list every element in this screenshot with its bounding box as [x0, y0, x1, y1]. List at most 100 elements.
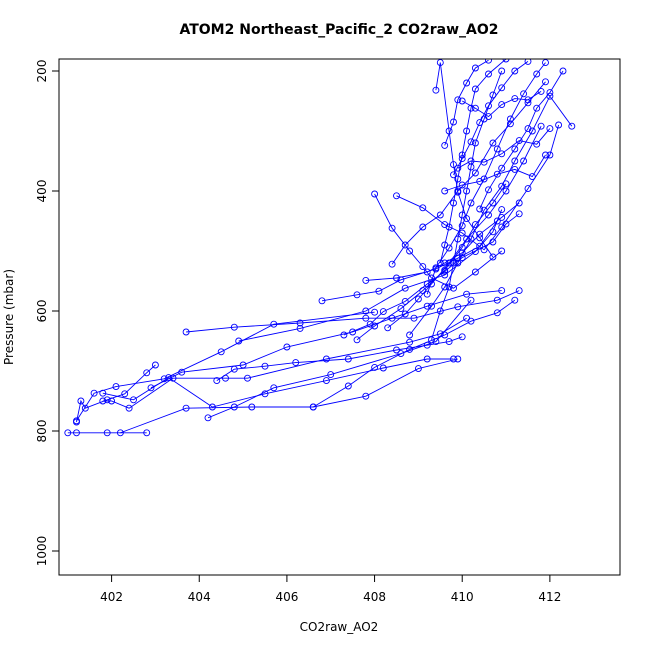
data-point [182, 328, 190, 336]
data-point [130, 396, 137, 404]
profile-series-17 [371, 190, 506, 292]
data-point [450, 118, 457, 126]
data-point [450, 284, 457, 292]
data-point [432, 264, 440, 272]
data-point [533, 140, 541, 148]
data-point [292, 359, 300, 367]
data-point [371, 363, 379, 371]
x-axis: 402 404 406 408 410 412 [100, 574, 561, 604]
data-point [502, 59, 510, 63]
data-point [401, 241, 409, 249]
data-point [485, 186, 492, 194]
data-point [511, 165, 519, 173]
series-line [396, 124, 560, 251]
data-point [537, 122, 545, 130]
data-point [393, 192, 400, 200]
data-point [528, 173, 536, 181]
data-point [414, 295, 422, 303]
data-point [362, 276, 370, 284]
data-point [296, 324, 304, 332]
data-point [476, 119, 484, 127]
data-point [388, 260, 396, 268]
data-point [463, 215, 471, 223]
profile-series-31 [441, 151, 549, 195]
data-point [506, 120, 514, 128]
y-tick-label: 800 [35, 420, 49, 443]
data-point [498, 213, 506, 221]
data-point [208, 403, 216, 411]
data-point [441, 266, 449, 274]
data-point [471, 221, 479, 229]
data-point [467, 157, 475, 165]
data-point [143, 369, 151, 377]
data-point [454, 235, 462, 243]
data-point [559, 67, 567, 75]
profile-series-19 [388, 78, 549, 268]
data-point [520, 157, 528, 165]
data-point [362, 307, 370, 315]
y-tick-label: 1000 [35, 536, 49, 567]
series-line [312, 299, 516, 408]
data-point [261, 362, 269, 370]
data-point [480, 246, 488, 254]
data-point [340, 331, 348, 339]
data-point [445, 283, 453, 291]
data-point [450, 161, 457, 169]
series-line [102, 358, 454, 408]
data-point [454, 96, 462, 104]
data-point [204, 414, 212, 422]
y-tick-label: 200 [35, 60, 49, 83]
data-point [498, 101, 506, 109]
data-point [498, 182, 506, 190]
data-point [493, 309, 501, 317]
data-point [471, 104, 479, 112]
profile-series-10 [213, 333, 466, 385]
profile-series-21 [406, 92, 576, 339]
data-point [371, 322, 379, 330]
data-point [406, 345, 414, 353]
data-point [546, 89, 554, 97]
data-point [515, 287, 523, 295]
data-point [441, 331, 449, 339]
series-line [444, 59, 489, 146]
data-point [542, 151, 549, 159]
series-line [439, 59, 507, 264]
data-point [230, 365, 238, 373]
data-point [375, 287, 383, 295]
data-point [112, 383, 120, 391]
data-point [349, 328, 357, 336]
data-point [471, 64, 479, 72]
data-point [393, 346, 400, 354]
plot-area [64, 59, 576, 437]
series-line [444, 154, 546, 192]
data-point [546, 125, 554, 133]
data-point [235, 337, 243, 345]
profile-series-2 [73, 361, 159, 426]
data-point [458, 181, 466, 189]
data-point [423, 290, 431, 298]
data-point [344, 382, 352, 390]
data-point [436, 211, 444, 219]
data-point [441, 283, 449, 291]
data-point [515, 199, 523, 207]
y-axis-label: Pressure (mbar) [2, 269, 16, 365]
data-point [568, 122, 576, 130]
data-point [489, 253, 497, 261]
data-point [406, 247, 414, 255]
data-point [515, 210, 523, 218]
x-tick-label: 404 [188, 590, 211, 604]
data-point [90, 389, 98, 397]
data-point [493, 296, 501, 304]
data-point [353, 291, 361, 299]
data-point [270, 384, 278, 392]
data-point [393, 274, 400, 282]
data-point [445, 259, 453, 267]
profile-series-26 [441, 59, 492, 149]
data-point [125, 404, 133, 412]
data-point [384, 324, 392, 332]
data-point [493, 217, 501, 225]
data-point [147, 384, 155, 392]
series-line [216, 336, 463, 381]
data-point [428, 302, 435, 310]
data-point [423, 355, 431, 363]
